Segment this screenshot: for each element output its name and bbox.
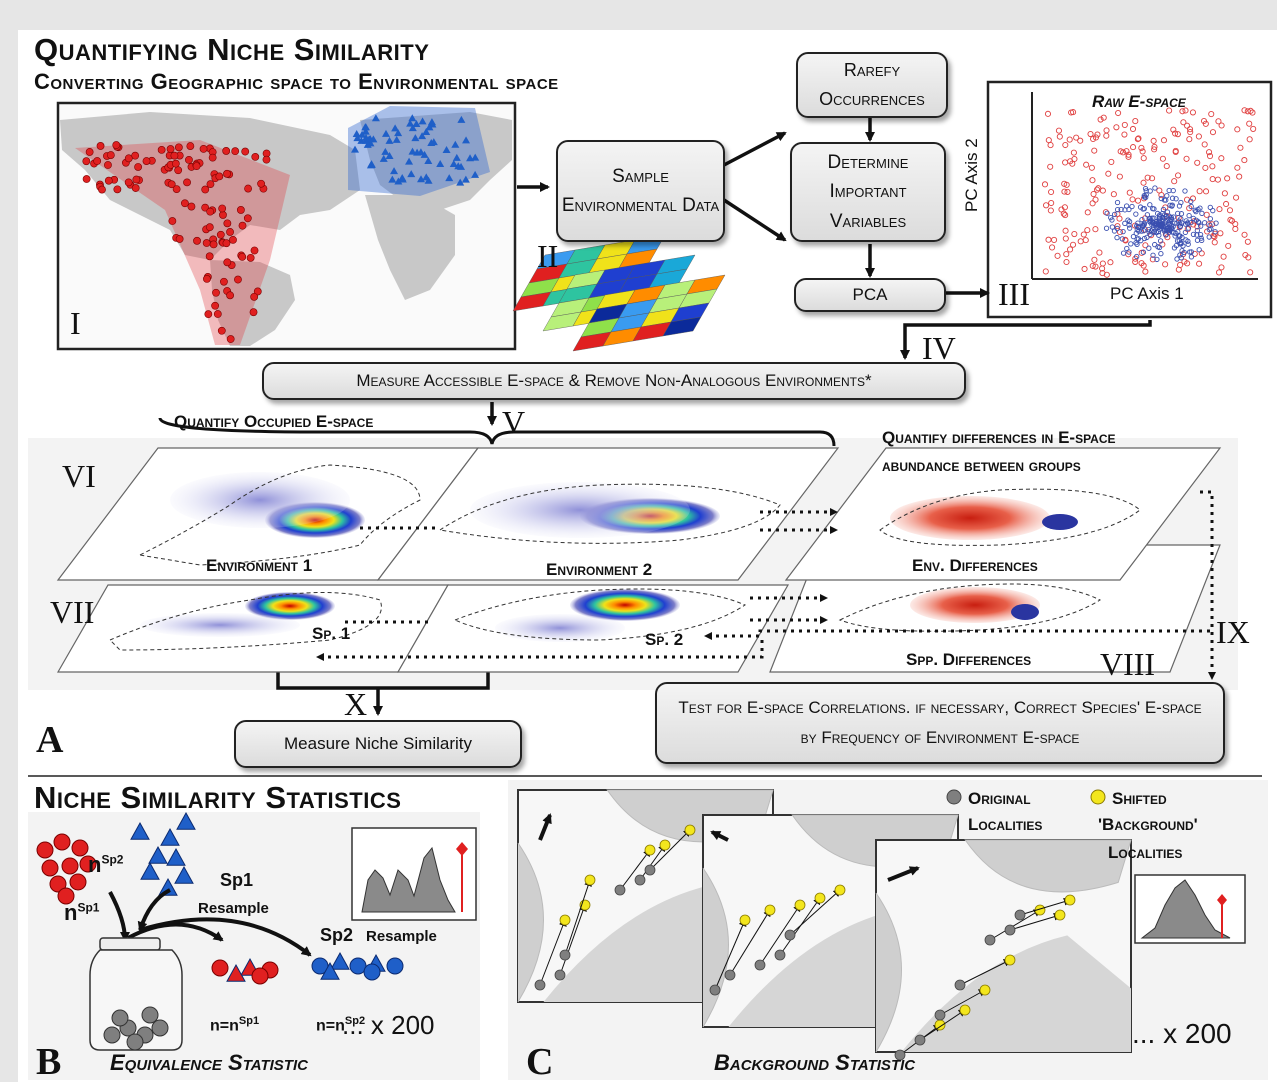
panel-c-letter: C [526, 1041, 554, 1082]
espace-ylabel: PC Axis 2 [962, 138, 981, 212]
sp1-resample-sub: Resample [198, 900, 269, 917]
bracket-occupied [158, 417, 836, 447]
panel-a-subtitle: Converting Geographic space to Environme… [34, 69, 559, 94]
legend-shifted-3: Localities [1108, 843, 1183, 862]
env2-label: Environment 2 [546, 560, 653, 579]
label-I: I [70, 305, 81, 341]
legend-shifted-1: Shifted [1112, 789, 1167, 808]
occupied-espace-label: Quantify Occupied E-space [174, 412, 374, 431]
background-caption: Background Statistic [714, 1050, 916, 1075]
occurrence-points-sp1 [82, 141, 271, 343]
eq-sp1: n=nSp1 [210, 1015, 260, 1035]
env-diff-label: Env. Differences [912, 556, 1038, 575]
label-III: III [998, 276, 1030, 312]
world-map [56, 101, 517, 351]
spp-diff-label: Spp. Differences [906, 650, 1032, 669]
sp1-resample-title: Sp1 [220, 870, 254, 890]
espace-scatter-points [1041, 107, 1257, 278]
equivalence-graphic [36, 811, 477, 1051]
legend-shifted-2: 'Background' [1098, 815, 1198, 834]
sp2-resample-title: Sp2 [320, 925, 354, 945]
dotted-arrows [316, 490, 1216, 680]
label-V: V [502, 404, 526, 440]
label-VIII: VIII [1100, 646, 1156, 682]
background-times: ... x 200 [1132, 1018, 1232, 1049]
test-correlation-box: Test for E-space Correlations. if necess… [655, 682, 1225, 764]
eq-sp2: n=nSp2 [316, 1015, 366, 1035]
differences-label-2: abundance between groups [882, 456, 1081, 475]
determine-variables-box: Determine Important Variables [790, 142, 946, 242]
occurrence-points-sp2 [351, 114, 480, 186]
sp2-resample-sub: Resample [366, 928, 437, 945]
panel-a-title: Quantifying Niche Similarity [34, 32, 430, 67]
sp1-label: Sp. 1 [312, 624, 351, 643]
label-IV: IV [922, 330, 956, 366]
n-sp1-label: nSp1 [64, 900, 100, 925]
sp2-label: Sp. 2 [645, 630, 684, 649]
flow-arrows [276, 118, 1152, 716]
environmental-raster-stack [512, 234, 726, 352]
espace-plot-title: Raw E-space [1092, 92, 1186, 111]
label-X: X [344, 686, 368, 722]
sample-data-box: Sample Environmental Data [556, 140, 725, 242]
measure-accessible-box: Measure Accessible E-space & Remove Non-… [262, 362, 966, 400]
env1-label: Environment 1 [206, 556, 313, 575]
measure-niche-box: Measure Niche Similarity [234, 720, 522, 768]
raw-espace-plot [986, 80, 1273, 319]
pca-box: PCA [794, 278, 946, 312]
differences-label-1: Quantify differences in E-space [882, 428, 1116, 447]
equivalence-caption: Equivalence Statistic [110, 1050, 308, 1075]
label-VII: VII [50, 594, 95, 630]
legend-original-1: Original [968, 789, 1031, 808]
label-II: II [537, 238, 559, 274]
label-IX: IX [1216, 614, 1250, 650]
espace-xlabel: PC Axis 1 [1110, 284, 1184, 303]
panel-a-letter: A [36, 719, 64, 761]
n-sp2-label: nSp2 [88, 852, 124, 877]
panel-b-letter: B [36, 1041, 62, 1082]
panel-b-title: Niche Similarity Statistics [34, 780, 402, 815]
rarefy-box: Rarefy Occurrences [796, 52, 948, 118]
background-graphic [517, 789, 1246, 1061]
equivalence-times: ... x 200 [342, 1010, 435, 1040]
label-VI: VI [62, 458, 96, 494]
espace-planes [56, 447, 1222, 673]
legend-original-2: Localities [968, 815, 1043, 834]
